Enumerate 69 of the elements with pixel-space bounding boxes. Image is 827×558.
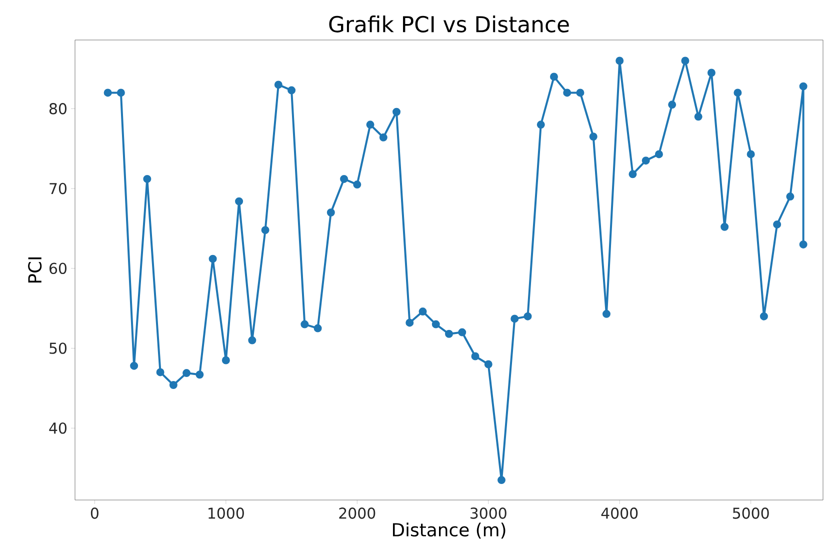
point (616, 56, 624, 65)
point (366, 120, 374, 129)
point (340, 174, 348, 183)
point (799, 240, 808, 248)
point (196, 370, 204, 379)
chart-title: Grafik PCI vs Distance (329, 16, 569, 32)
point (326, 208, 335, 216)
point (524, 312, 532, 320)
point (576, 88, 584, 97)
point (668, 100, 676, 109)
point (222, 356, 230, 364)
point (288, 86, 296, 94)
point (445, 330, 454, 338)
point (130, 362, 138, 370)
point (392, 108, 401, 116)
point (248, 336, 256, 344)
x-axis-title: Distance (m) (392, 522, 506, 539)
x-tick-label: 0 (90, 508, 98, 519)
x-tick-label: 4000 (601, 508, 638, 519)
point (773, 220, 782, 228)
point (642, 156, 650, 165)
point (300, 320, 309, 328)
point (432, 320, 440, 328)
point (261, 226, 270, 234)
point (235, 197, 244, 206)
point (143, 174, 152, 183)
point (681, 56, 690, 65)
y-tick-label: 50 (50, 342, 66, 354)
point (418, 308, 427, 316)
point (786, 192, 794, 201)
point (182, 369, 191, 378)
point (707, 68, 716, 77)
x-tick-label: 5000 (732, 508, 769, 519)
point (274, 80, 282, 89)
point (169, 381, 178, 389)
y-tick-label: 40 (49, 422, 66, 434)
point (536, 120, 545, 129)
point (406, 318, 414, 327)
point (746, 150, 755, 158)
point (799, 82, 808, 90)
point (484, 360, 492, 368)
x-tick-label: 1000 (208, 508, 244, 519)
point (116, 88, 125, 97)
point (104, 88, 112, 97)
point (208, 254, 217, 263)
x-tick-label: 3000 (470, 508, 506, 519)
point (694, 112, 702, 121)
point (379, 133, 388, 142)
point (589, 132, 598, 141)
y-tick-label: 60 (50, 262, 66, 274)
point (497, 476, 506, 484)
y-tick-label: 80 (49, 103, 66, 114)
point (602, 310, 610, 318)
point (510, 314, 519, 323)
point (550, 72, 558, 81)
point (471, 352, 480, 360)
point (563, 88, 572, 97)
y-tick-label: 70 (50, 182, 66, 194)
point (156, 368, 164, 376)
point (458, 328, 466, 336)
point (628, 170, 637, 178)
y-axis-title: PCI (28, 257, 42, 283)
point (760, 312, 768, 320)
point (353, 180, 362, 189)
point (720, 222, 729, 231)
point (734, 88, 742, 97)
x-tick-label: 2000 (339, 508, 376, 519)
point (314, 324, 322, 332)
point (654, 150, 663, 158)
